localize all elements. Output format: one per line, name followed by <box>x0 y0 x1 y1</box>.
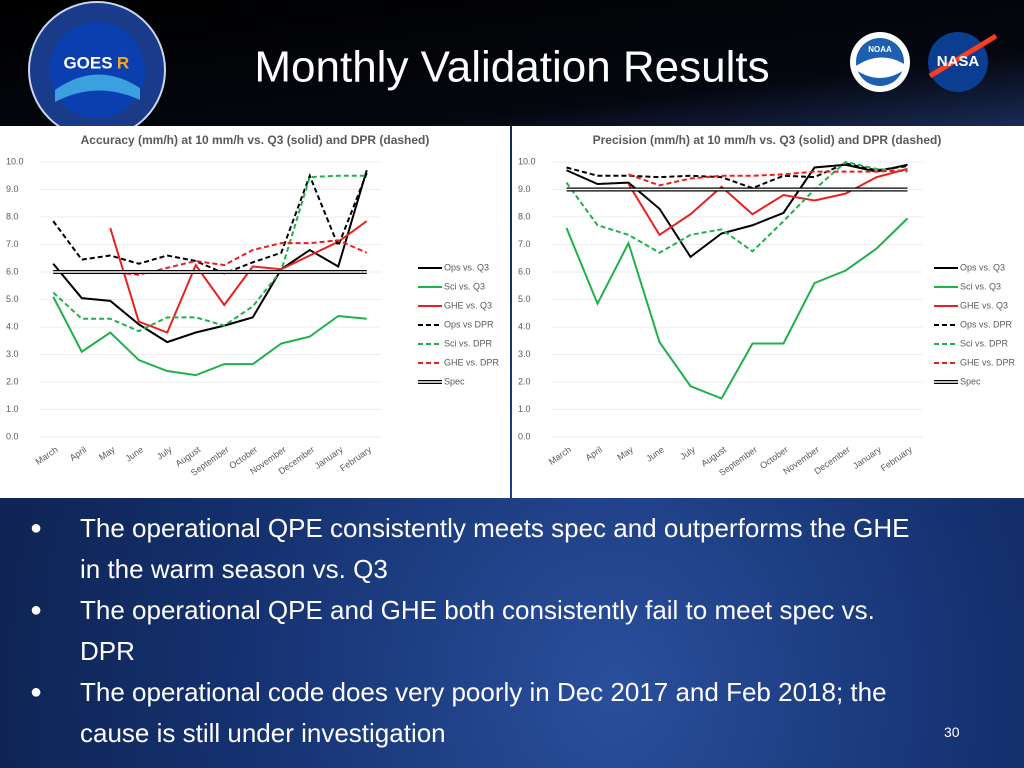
y-tick-label: 4.0 <box>518 321 531 331</box>
series-line <box>52 172 368 275</box>
series-line <box>565 160 908 254</box>
series-line <box>628 169 908 187</box>
y-tick-label: 6.0 <box>6 266 19 276</box>
slide-title: Monthly Validation Results <box>254 43 769 92</box>
chart-panel <box>512 126 1024 498</box>
y-tick-label: 3.0 <box>518 349 531 359</box>
nasa-text: NASA <box>937 53 980 70</box>
goes-r-text: R <box>117 53 129 72</box>
page-number: 30 <box>944 724 960 740</box>
y-tick-label: 6.0 <box>518 266 531 276</box>
legend-label: GHE vs. Q3 <box>444 300 492 310</box>
series-line <box>565 217 909 400</box>
chart-title: Accuracy (mm/h) at 10 mm/h vs. Q3 (solid… <box>81 133 430 147</box>
bullet: The operational code does very poorly in… <box>30 672 930 754</box>
y-tick-label: 5.0 <box>518 294 531 304</box>
y-tick-label: 5.0 <box>6 294 19 304</box>
y-tick-label: 4.0 <box>6 321 19 331</box>
y-tick-label: 8.0 <box>6 211 19 221</box>
legend-label: GHE vs. Q3 <box>960 300 1008 310</box>
nasa-logo: NASA <box>928 32 998 92</box>
y-tick-label: 2.0 <box>518 376 531 386</box>
bullet: The operational QPE and GHE both consist… <box>30 590 930 672</box>
y-tick-label: 2.0 <box>6 376 19 386</box>
legend-label: Sci vs. DPR <box>444 338 493 348</box>
series-line <box>566 163 908 259</box>
y-tick-label: 1.0 <box>6 404 19 414</box>
y-tick-label: 10.0 <box>6 156 24 166</box>
y-tick-label: 1.0 <box>518 404 531 414</box>
legend-label: Spec <box>444 376 465 386</box>
y-tick-label: 3.0 <box>6 349 19 359</box>
series-line <box>627 167 908 237</box>
y-tick-label: 9.0 <box>6 184 19 194</box>
legend-label: GHE vs. DPR <box>444 357 500 367</box>
legend-label: GHE vs. DPR <box>960 357 1016 367</box>
series-line <box>52 174 367 333</box>
series-line <box>109 220 368 334</box>
bullet-list: The operational QPE consistently meets s… <box>30 508 930 754</box>
y-tick-label: 9.0 <box>518 184 531 194</box>
y-tick-label: 10.0 <box>518 156 536 166</box>
goes-text: GOES <box>63 53 112 72</box>
legend-label: Spec <box>960 376 981 386</box>
y-tick-label: 8.0 <box>518 211 531 221</box>
legend-label: Sci vs. Q3 <box>960 281 1001 291</box>
series-line <box>52 296 367 377</box>
legend-label: Ops vs DPR <box>444 319 494 329</box>
y-tick-label: 0.0 <box>6 431 19 441</box>
y-tick-label: 7.0 <box>6 239 19 249</box>
legend-label: Sci vs. Q3 <box>444 281 485 291</box>
goes-logo: GOES R <box>28 1 166 139</box>
legend-label: Ops vs. Q3 <box>444 262 489 272</box>
noaa-logo: NOAA <box>850 32 910 92</box>
noaa-text: NOAA <box>868 45 892 54</box>
bullet: The operational QPE consistently meets s… <box>30 508 930 590</box>
series-line <box>566 162 908 190</box>
legend-label: Ops vs. DPR <box>960 319 1013 329</box>
legend-label: Ops vs. Q3 <box>960 262 1005 272</box>
legend-label: Sci vs. DPR <box>960 338 1009 348</box>
y-tick-label: 7.0 <box>518 239 531 249</box>
y-tick-label: 0.0 <box>518 431 531 441</box>
chart-title: Precision (mm/h) at 10 mm/h vs. Q3 (soli… <box>593 133 942 147</box>
